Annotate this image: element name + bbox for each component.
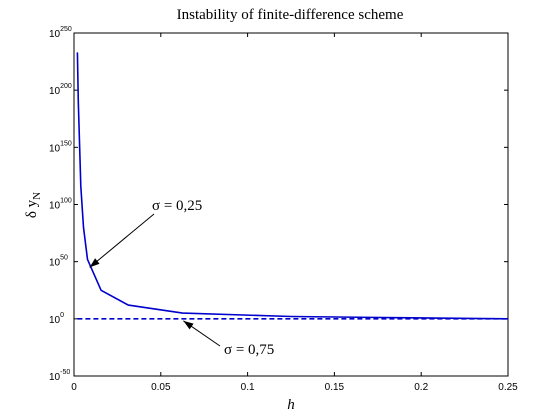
annotation-arrow-sigma-075 [183,320,221,347]
x-axis: 0 0.05 0.1 0.15 0.2 0.25 [71,33,518,393]
x-tick-label: 0.1 [241,382,255,393]
y-tick-label: 1050 [49,255,68,269]
chart-title: Instability of finite-difference scheme [177,7,404,23]
x-tick-label: 0 [71,382,77,393]
y-axis-label-main: δ y [24,199,40,218]
y-axis: 10250 10200 10150 10100 1050 100 10-50 [49,26,508,383]
y-tick-label: 10100 [49,198,72,212]
x-tick-label: 0.15 [325,382,345,393]
annotation-sigma-075: σ = 0,75 [224,342,274,358]
annotation-sigma-025: σ = 0,25 [152,198,202,214]
y-tick-label: 10150 [49,140,72,154]
annotation-arrow-sigma-025 [89,213,155,268]
plot-area [73,32,509,377]
y-axis-label-sub: N [31,192,43,200]
y-tick-label: 10250 [49,26,72,40]
series-line-1 [76,52,509,320]
y-tick-label: 10-50 [49,369,70,383]
y-tick-label: 100 [49,312,64,326]
annotations: σ = 0,25 σ = 0,75 [89,198,274,358]
series-layer [76,52,509,320]
y-tick-label: 10200 [49,83,72,97]
svg-text:δ yN: δ yN [24,192,43,218]
x-axis-label: h [287,397,295,413]
x-tick-label: 0.2 [414,382,428,393]
x-tick-label: 0.05 [151,382,171,393]
x-tick-label: 0.25 [498,382,518,393]
y-axis-label: δ yN [24,192,43,218]
